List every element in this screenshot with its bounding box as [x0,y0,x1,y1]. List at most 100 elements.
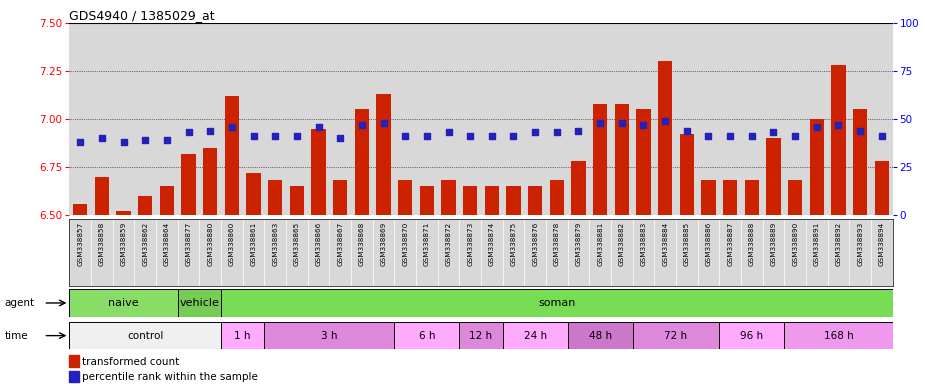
Point [94,135,109,141]
Text: 24 h: 24 h [524,331,547,341]
Bar [658,61,672,215]
Bar [117,211,130,215]
Text: GSM338864: GSM338864 [164,222,170,266]
Point [485,133,500,139]
Point [333,135,348,141]
Text: GSM338883: GSM338883 [640,222,647,266]
Bar [528,186,542,215]
Bar [701,180,716,215]
Text: GSM338874: GSM338874 [488,222,495,266]
Text: 3 h: 3 h [321,331,338,341]
Text: GSM338892: GSM338892 [835,222,842,266]
Bar [290,186,304,215]
Bar [767,138,781,215]
Bar [394,322,460,349]
Point [571,127,586,134]
Point [853,127,868,134]
Point [679,127,694,134]
Bar [221,322,265,349]
Text: GSM338860: GSM338860 [228,222,235,266]
Point [722,133,737,139]
Text: GSM338877: GSM338877 [186,222,191,266]
Bar [355,109,369,215]
Bar [204,148,217,215]
Text: GSM338891: GSM338891 [814,222,820,266]
Bar [572,161,586,215]
Point [614,120,629,126]
Point [766,129,781,136]
Bar [485,186,499,215]
Bar [312,129,326,215]
Point [73,139,88,145]
Text: GSM338888: GSM338888 [749,222,755,266]
Point [462,133,477,139]
Bar [178,289,221,317]
Bar [788,180,802,215]
Point [745,133,759,139]
Text: agent: agent [5,298,35,308]
Point [311,124,326,130]
Bar [463,186,477,215]
Bar [636,109,650,215]
Bar [376,94,390,215]
Point [246,133,261,139]
Text: GSM338872: GSM338872 [446,222,451,266]
Text: GSM338869: GSM338869 [380,222,387,266]
Point [203,127,217,134]
Text: GSM338859: GSM338859 [120,222,127,266]
Text: GSM338873: GSM338873 [467,222,474,266]
Point [398,133,413,139]
Point [225,124,240,130]
Text: 72 h: 72 h [664,331,687,341]
Point [874,133,889,139]
Point [549,129,564,136]
Point [593,120,608,126]
Bar [69,322,221,349]
Point [809,124,824,130]
Text: GSM338876: GSM338876 [532,222,538,266]
Bar [784,322,893,349]
Bar [460,322,502,349]
Text: soman: soman [538,298,575,308]
Bar [568,322,633,349]
Bar [221,289,893,317]
Text: transformed count: transformed count [82,357,179,367]
Text: GSM338866: GSM338866 [315,222,322,266]
Bar [875,161,889,215]
Bar [615,104,629,215]
Bar [507,186,521,215]
Point [138,137,153,143]
Bar [398,180,413,215]
Point [658,118,672,124]
Point [290,133,304,139]
Point [441,129,456,136]
Point [419,133,434,139]
Text: GSM338865: GSM338865 [294,222,300,266]
Text: naive: naive [108,298,139,308]
Bar [853,109,867,215]
Text: GSM338880: GSM338880 [207,222,213,266]
Text: 168 h: 168 h [823,331,854,341]
Bar [441,180,455,215]
Bar [549,180,564,215]
Bar [160,186,174,215]
Text: 12 h: 12 h [469,331,492,341]
Point [376,120,391,126]
Bar [333,180,347,215]
Bar [69,356,79,367]
Bar [680,134,694,215]
Text: GSM338893: GSM338893 [857,222,863,266]
Bar [225,96,239,215]
Point [788,133,803,139]
Text: 48 h: 48 h [588,331,611,341]
Bar [745,180,758,215]
Point [831,122,845,128]
Bar [809,119,824,215]
Point [268,133,283,139]
Text: GSM338861: GSM338861 [251,222,256,266]
Point [354,122,369,128]
Text: vehicle: vehicle [179,298,219,308]
Point [159,137,174,143]
Bar [69,289,178,317]
Point [636,122,651,128]
